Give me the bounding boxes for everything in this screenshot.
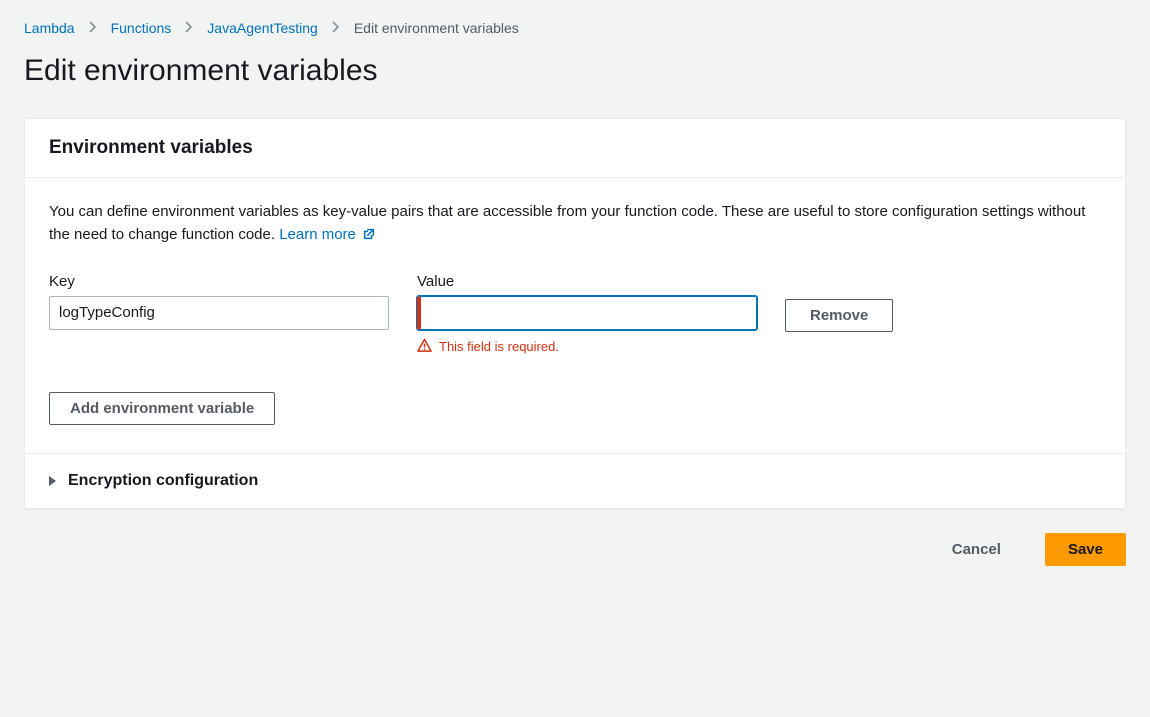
value-error: This field is required. xyxy=(417,338,757,356)
add-env-var-button[interactable]: Add environment variable xyxy=(49,392,275,425)
panel-header: Environment variables xyxy=(25,119,1125,178)
chevron-right-icon xyxy=(89,20,97,36)
key-label: Key xyxy=(49,273,389,290)
footer-actions: Cancel Save xyxy=(24,533,1126,566)
breadcrumb-function-name[interactable]: JavaAgentTesting xyxy=(207,20,318,36)
description-text: You can define environment variables as … xyxy=(49,203,1085,243)
save-button[interactable]: Save xyxy=(1045,533,1126,566)
section-title: Environment variables xyxy=(49,137,1101,159)
page-title: Edit environment variables xyxy=(24,54,1126,88)
breadcrumb-functions[interactable]: Functions xyxy=(111,20,172,36)
error-text: This field is required. xyxy=(439,339,559,354)
env-var-row: Key Value This field is required. Remove xyxy=(49,273,1101,356)
triangle-right-icon xyxy=(49,476,56,486)
cancel-button[interactable]: Cancel xyxy=(932,534,1021,565)
chevron-right-icon xyxy=(332,20,340,36)
encryption-config-toggle[interactable]: Encryption configuration xyxy=(25,453,1125,508)
remove-button[interactable]: Remove xyxy=(785,299,893,332)
external-link-icon xyxy=(362,225,376,248)
section-description: You can define environment variables as … xyxy=(49,200,1101,249)
key-input[interactable] xyxy=(49,296,389,330)
breadcrumb-current: Edit environment variables xyxy=(354,20,519,36)
value-input[interactable] xyxy=(417,296,757,330)
chevron-right-icon xyxy=(185,20,193,36)
breadcrumb: Lambda Functions JavaAgentTesting Edit e… xyxy=(24,20,1126,36)
learn-more-link[interactable]: Learn more xyxy=(279,226,376,243)
warning-icon xyxy=(417,338,432,356)
encryption-config-title: Encryption configuration xyxy=(68,472,258,490)
value-label: Value xyxy=(417,273,757,290)
env-vars-panel: Environment variables You can define env… xyxy=(24,118,1126,509)
breadcrumb-lambda[interactable]: Lambda xyxy=(24,20,75,36)
